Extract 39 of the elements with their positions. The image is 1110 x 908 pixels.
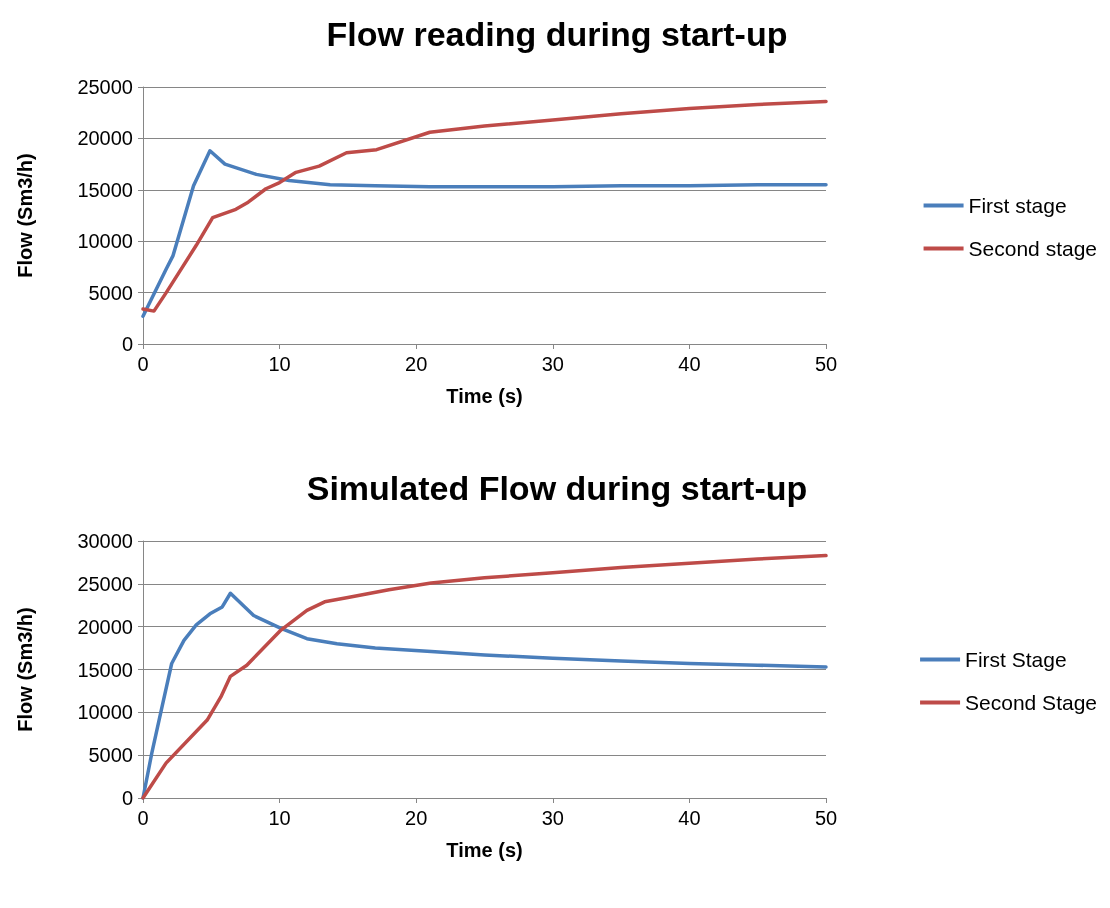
legend-label: First Stage: [965, 648, 1067, 671]
chart-title: Simulated Flow during start-up: [306, 469, 808, 507]
legend-label: First stage: [968, 194, 1067, 217]
y-tick-label: 0: [121, 333, 133, 355]
x-tick-label: 20: [405, 807, 428, 829]
y-tick-label: 20000: [77, 127, 133, 150]
y-tick-label: 30000: [77, 530, 133, 552]
y-tick-label: 5000: [88, 281, 133, 304]
x-tick-label: 0: [137, 807, 149, 829]
y-tick-label: 15000: [77, 658, 133, 681]
x-tick-label: 50: [814, 807, 838, 829]
x-tick-label: 30: [541, 353, 564, 375]
y-tick-label: 5000: [88, 744, 133, 767]
x-tick-label: 50: [814, 353, 838, 375]
y-axis-title: Flow (Sm3/h): [14, 153, 36, 278]
y-tick-label: 0: [121, 787, 133, 809]
y-axis-title: Flow (Sm3/h): [14, 607, 36, 732]
y-tick-label: 10000: [77, 230, 133, 253]
x-tick-label: 40: [678, 807, 701, 829]
y-tick-label: 25000: [77, 76, 133, 98]
line-series: [141, 553, 828, 800]
y-tick-label: 25000: [77, 572, 133, 595]
y-tick-label: 15000: [77, 178, 133, 201]
legend-label: Second Stage: [965, 691, 1097, 714]
x-tick-label: 10: [268, 353, 291, 375]
x-tick-label: 10: [268, 807, 291, 829]
line-series: [141, 591, 828, 800]
x-tick-label: 20: [405, 353, 428, 375]
y-tick-label: 10000: [77, 701, 133, 724]
x-axis-title: Time (s): [446, 385, 523, 407]
legend-label: Second stage: [968, 237, 1098, 260]
x-tick-label: 0: [137, 353, 149, 375]
line-series: [141, 148, 828, 318]
x-tick-label: 40: [678, 353, 701, 375]
line-series: [141, 99, 828, 313]
x-axis-title: Time (s): [446, 839, 523, 861]
x-tick-label: 30: [541, 807, 564, 829]
y-tick-label: 20000: [77, 615, 133, 638]
chart-title: Flow reading during start-up: [326, 15, 788, 53]
